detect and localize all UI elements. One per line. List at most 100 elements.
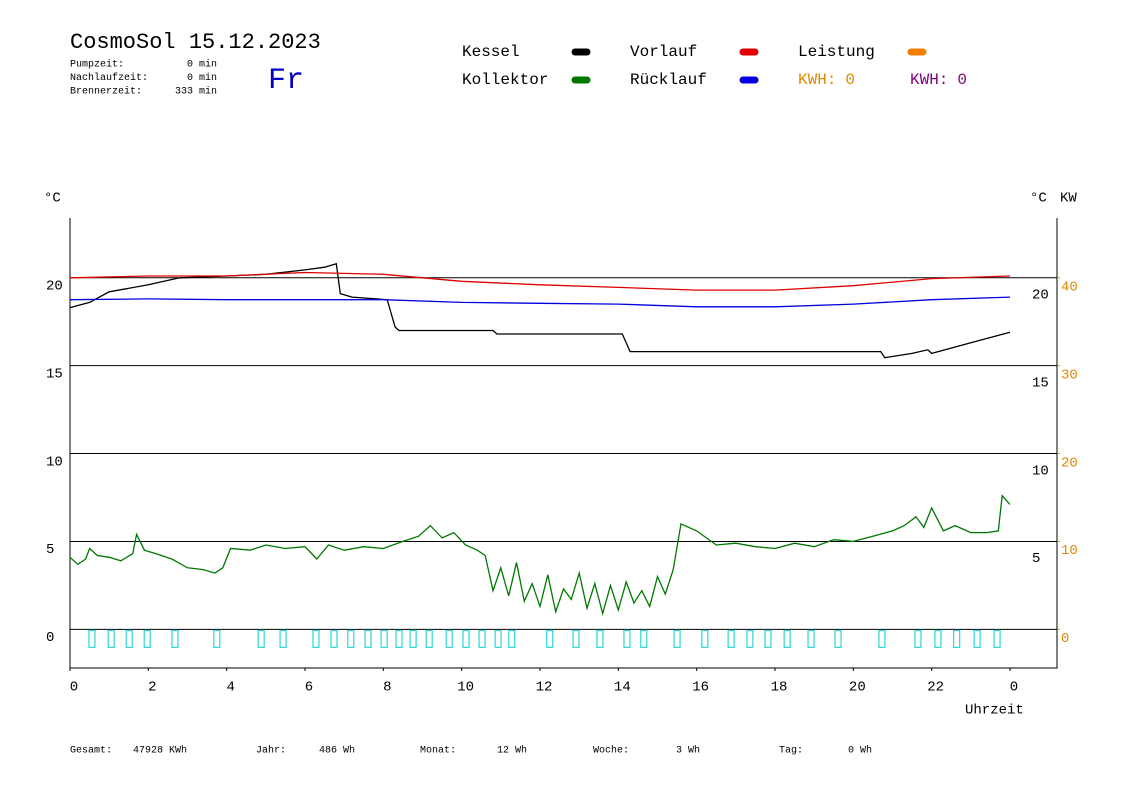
y2-tick-label: 30	[1061, 367, 1078, 383]
pulse	[171, 629, 179, 648]
y-right-tick-label: 15	[1032, 375, 1049, 391]
pulse	[572, 629, 580, 648]
y-right-tick-label: 10	[1032, 463, 1049, 479]
x-tick-label: 8	[383, 680, 391, 696]
y-right-tick-label: 20	[1032, 287, 1049, 303]
y2-tick-label: 20	[1061, 455, 1078, 471]
stat-value: 0 min	[187, 59, 217, 71]
pulse	[494, 629, 502, 648]
pulse	[107, 629, 115, 648]
pulse	[409, 629, 417, 648]
x-tick-label: 14	[614, 680, 631, 696]
pulse	[125, 629, 133, 648]
y-right-tick-label: 5	[1032, 551, 1040, 567]
x-tick-label: 6	[305, 680, 313, 696]
pulse	[807, 629, 815, 648]
pulse	[88, 629, 96, 648]
pulse	[425, 629, 433, 648]
pulse	[914, 629, 922, 648]
x-label: Uhrzeit	[965, 703, 1024, 719]
footer-value: 3 Wh	[676, 745, 700, 757]
x-tick-label: 4	[226, 680, 234, 696]
stat-label: Nachlaufzeit:	[70, 72, 148, 84]
pulse	[934, 629, 942, 648]
pulse	[878, 629, 886, 648]
footer-value: 47928 KWh	[133, 745, 187, 757]
pulse	[478, 629, 486, 648]
legend-label: Kessel	[462, 43, 520, 61]
plot: 0 5 10 15 20 5 10 15 20 0 10 20 30 40 0 2 4 6 8 10 12 14 16 18 2…	[46, 218, 1078, 696]
y-tick-label: 10	[46, 454, 63, 470]
legend-label: Vorlauf	[630, 43, 697, 61]
kwh-label: KWH:	[910, 71, 948, 89]
pulse	[462, 629, 470, 648]
footer-label: Gesamt:	[70, 746, 112, 757]
footer-value: 0 Wh	[848, 745, 872, 757]
y-tick-label: 5	[46, 542, 54, 558]
pulse	[330, 629, 338, 648]
y2-label: KW	[1060, 191, 1077, 207]
pulse	[395, 629, 403, 648]
series-line	[69, 296, 1011, 308]
y2-tick-label: 0	[1061, 631, 1069, 647]
pulse	[312, 629, 320, 648]
x-tick-label: 22	[927, 680, 944, 696]
x-tick-label: 20	[849, 680, 866, 696]
pulse	[701, 629, 709, 648]
x-tick-label: 0	[1010, 680, 1018, 696]
x-tick-label: 10	[457, 680, 474, 696]
pulse	[834, 629, 842, 648]
pulse	[973, 629, 981, 648]
pulse	[727, 629, 735, 648]
kwh-value: 0	[957, 71, 967, 89]
pulse	[764, 629, 772, 648]
pulse	[596, 629, 604, 648]
pulse	[380, 629, 388, 648]
footer-value: 486 Wh	[319, 745, 355, 757]
y2-tick-label: 10	[1061, 543, 1078, 559]
kwh-value: 0	[845, 71, 855, 89]
legend-label: Kollektor	[462, 71, 548, 89]
stat-value: 0 min	[187, 72, 217, 84]
stat-value: 333 min	[175, 86, 217, 98]
pulse	[623, 629, 631, 648]
pulse	[257, 629, 265, 648]
footer-value: 12 Wh	[497, 745, 527, 757]
pulse	[213, 629, 221, 648]
day: Fr	[268, 64, 304, 98]
kwh: KWH: 0	[798, 71, 855, 89]
legend-label: Leistung	[798, 43, 875, 61]
pulse	[783, 629, 791, 648]
series-line	[69, 262, 1011, 359]
pulse	[746, 629, 754, 648]
x-tick-label: 18	[771, 680, 788, 696]
x-tick-label: 16	[692, 680, 709, 696]
y-label-right: °C	[1030, 191, 1047, 207]
pulse	[640, 629, 648, 648]
pulse	[364, 629, 372, 648]
pulse	[953, 629, 961, 648]
footer-label: Woche:	[593, 745, 629, 757]
series-line	[69, 494, 1011, 616]
pulse	[143, 629, 151, 648]
x-tick-label: 12	[536, 680, 553, 696]
pulse	[546, 629, 554, 648]
legend-label: Rücklauf	[630, 71, 707, 89]
kwh-label: KWH:	[798, 71, 836, 89]
pulse	[673, 629, 681, 648]
x-tick-label: 2	[148, 680, 156, 696]
y2-tick-label: 40	[1061, 279, 1078, 295]
footer-label: Jahr:	[256, 745, 286, 757]
y-tick-label: 20	[46, 278, 63, 294]
y-label: °C	[44, 191, 61, 207]
pulse	[993, 629, 1001, 648]
axis-frame	[69, 218, 1058, 669]
kwh: KWH: 0	[910, 71, 967, 89]
pulse	[508, 629, 516, 648]
footer-label: Tag:	[779, 746, 803, 757]
title: CosmoSol 15.12.2023	[70, 30, 321, 55]
pulse	[445, 629, 453, 648]
y-tick-label: 0	[46, 630, 54, 646]
y-tick-label: 15	[46, 366, 63, 382]
